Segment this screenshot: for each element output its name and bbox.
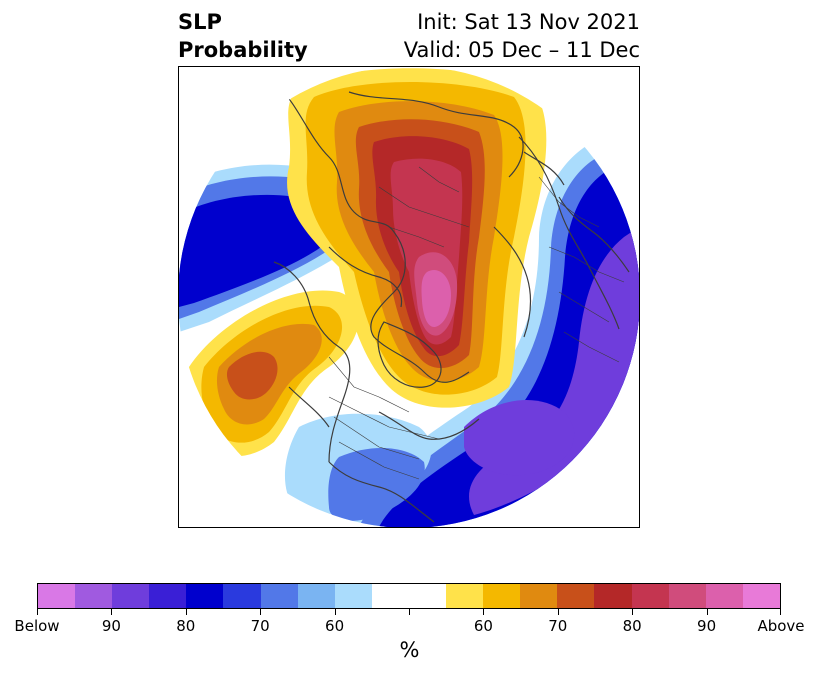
- colorbar-segment: [38, 584, 76, 608]
- high-anomaly-pacific: [186, 290, 359, 457]
- colorbar-segment: [742, 584, 780, 608]
- colorbar-segment: [186, 584, 224, 608]
- colorbar-segment: [260, 584, 298, 608]
- colorbar-tick: [185, 609, 187, 615]
- colorbar-tick-label: Below: [14, 617, 60, 635]
- colorbar-segment: [149, 584, 187, 608]
- borders: [328, 166, 625, 480]
- colorbar-segment: [705, 584, 743, 608]
- colorbar-segment: [631, 584, 669, 608]
- colorbar-segment: [557, 584, 595, 608]
- valid-range-label: Valid: 05 Dec – 11 Dec: [403, 38, 640, 62]
- colorbar-tick: [334, 609, 336, 615]
- colorbar: [37, 583, 781, 609]
- colorbar-segment: [297, 584, 335, 608]
- colorbar-tick: [780, 609, 781, 615]
- colorbar-segment: [594, 584, 632, 608]
- colorbar-segment: [520, 584, 558, 608]
- colorbar-segment: [75, 584, 113, 608]
- chart-dates: Init: Sat 13 Nov 2021 Valid: 05 Dec – 11…: [404, 8, 640, 64]
- colorbar-segment: [112, 584, 150, 608]
- colorbar-tick-label: 90: [101, 617, 121, 635]
- colorbar-segment: [483, 584, 521, 608]
- colorbar-tick: [632, 609, 634, 615]
- low-anomaly-north-america: [284, 413, 432, 521]
- colorbar-tick-label: 70: [548, 617, 568, 635]
- title-field-name: SLP: [178, 10, 222, 34]
- colorbar-segment: [223, 584, 261, 608]
- colorbar-segment: [668, 584, 706, 608]
- coastlines: [273, 86, 630, 523]
- colorbar-tick: [706, 609, 708, 615]
- colorbar-tick: [483, 609, 485, 615]
- colorbar-tick-label: 80: [622, 617, 642, 635]
- probability-map: [179, 67, 639, 527]
- colorbar-segment: [446, 584, 484, 608]
- high-anomaly-arctic: [287, 68, 547, 408]
- colorbar-tick: [260, 609, 262, 615]
- colorbar-tick: [409, 609, 410, 615]
- colorbar-tick-label: 80: [176, 617, 196, 635]
- colorbar-segment: [371, 584, 409, 608]
- colorbar-segment: [408, 584, 447, 608]
- title-field-type: Probability: [178, 38, 308, 62]
- colorbar-tick: [37, 609, 38, 615]
- colorbar-tick: [111, 609, 113, 615]
- colorbar-tick-label: Above: [757, 617, 805, 635]
- colorbar-tick-label: 70: [250, 617, 270, 635]
- colorbar-tick-label: 60: [325, 617, 345, 635]
- init-date-label: Init: Sat 13 Nov 2021: [417, 10, 640, 34]
- chart-title: SLP Probability: [178, 8, 308, 64]
- map-panel: [178, 66, 640, 528]
- colorbar-tick: [557, 609, 559, 615]
- colorbar-tick-label: 90: [697, 617, 717, 635]
- colorbar-tick-label: 60: [473, 617, 493, 635]
- colorbar-unit-label: %: [399, 638, 420, 662]
- colorbar-segment: [334, 584, 372, 608]
